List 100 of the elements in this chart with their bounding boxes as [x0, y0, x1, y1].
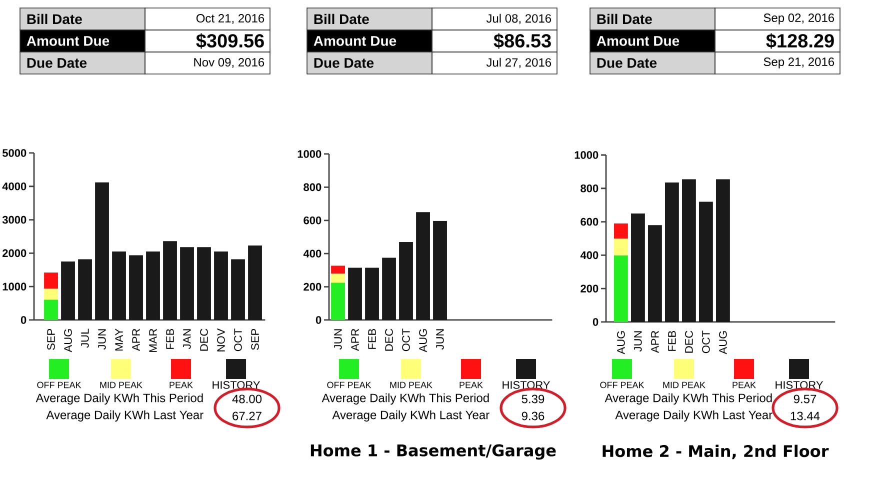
- text: 9.57: [794, 394, 816, 404]
- bar: [630, 213, 645, 322]
- text: Nov 09, 2016: [194, 58, 264, 68]
- legend-label: HISTORY: [502, 381, 550, 389]
- x-tick-label: FEB: [668, 330, 676, 351]
- x-tick-label: OCT: [702, 330, 710, 354]
- y-tick-label: 800: [304, 183, 322, 192]
- bar: [399, 242, 413, 320]
- bar: [231, 259, 245, 320]
- legend-label: OFF PEAK: [600, 382, 644, 388]
- y-tick-label: 2000: [2, 249, 26, 258]
- text: Bill Date: [597, 14, 652, 24]
- bar: [214, 252, 228, 320]
- text: 9.36: [522, 412, 544, 420]
- bar: [331, 282, 345, 320]
- text: Average Daily KWh This Period: [322, 393, 489, 405]
- legend-label: PEAK: [170, 382, 193, 388]
- text: Amount Due: [314, 36, 396, 46]
- x-tick-label: APR: [351, 328, 359, 351]
- bar: [331, 266, 345, 274]
- y-tick-label: 1000: [2, 282, 26, 290]
- legend-label: HISTORY: [212, 381, 260, 389]
- text: Home 2 - Main, 2nd Floor: [602, 444, 829, 460]
- bar: [331, 274, 345, 283]
- text: Amount Due: [596, 36, 680, 46]
- text: $86.53: [494, 33, 551, 49]
- text: Average Daily KWh Last Year: [332, 410, 490, 422]
- bar: [716, 179, 730, 322]
- bar: [433, 220, 447, 320]
- x-tick-label: OCT: [234, 328, 242, 352]
- y-tick-label: 400: [580, 251, 598, 260]
- y-tick-label: 1000: [298, 150, 322, 158]
- text: Sep 21, 2016: [764, 58, 834, 68]
- text: 67.27: [232, 412, 262, 420]
- text: Oct 21, 2016: [196, 14, 264, 24]
- bar: [95, 182, 109, 320]
- x-tick-label: DEC: [385, 328, 393, 351]
- bar: [129, 255, 143, 320]
- x-tick-label: DEC: [685, 330, 693, 353]
- bar: [365, 268, 379, 320]
- text: Sep 02, 2016: [764, 14, 834, 24]
- bar: [61, 262, 75, 320]
- text: Bill Date: [27, 14, 82, 24]
- y-tick-label: 1000: [574, 151, 598, 159]
- text: Average Daily KWh Last Year: [46, 410, 204, 422]
- bar: [699, 202, 713, 322]
- bar: [614, 255, 628, 322]
- legend-label: HISTORY: [776, 381, 824, 389]
- y-tick-label: 5000: [2, 149, 26, 157]
- x-tick-label: SEP: [47, 328, 55, 350]
- x-tick-label: AUG: [419, 329, 427, 352]
- legend-label: OFF PEAK: [37, 382, 82, 388]
- y-tick-label: 0: [592, 318, 598, 326]
- x-tick-label: JUN: [334, 329, 342, 350]
- x-tick-label: JUN: [436, 329, 444, 350]
- x-tick-label: JUN: [634, 331, 642, 352]
- text: Jul 27, 2016: [486, 58, 552, 68]
- bar: [382, 258, 396, 320]
- y-tick-label: 3000: [2, 216, 26, 224]
- y-tick-label: 600: [304, 216, 322, 224]
- bar: [348, 268, 362, 320]
- bar: [665, 182, 679, 322]
- x-tick-label: JUL: [81, 328, 89, 348]
- y-tick-label: 400: [303, 250, 322, 258]
- x-tick-label: AUG: [617, 331, 625, 354]
- y-tick-label: 200: [304, 282, 322, 291]
- text: Due Date: [597, 58, 657, 68]
- text: $128.29: [766, 33, 834, 49]
- y-tick-label: 600: [580, 218, 598, 226]
- legend-label: MID PEAK: [100, 382, 142, 388]
- text: Average Daily KWh This Period: [604, 393, 772, 405]
- x-tick-label: JUN: [98, 329, 106, 350]
- bar: [44, 288, 58, 300]
- text: Jul 08, 2016: [486, 14, 552, 24]
- x-tick-label: APR: [651, 330, 659, 353]
- y-tick-label: 0: [20, 316, 26, 324]
- bar: [416, 212, 430, 320]
- x-tick-label: FEB: [368, 328, 376, 349]
- x-tick-label: APR: [132, 328, 140, 351]
- x-tick-label: AUG: [719, 331, 727, 354]
- text: Amount Due: [26, 36, 110, 46]
- x-tick-label: MAY: [115, 328, 123, 350]
- bar: [180, 247, 194, 320]
- legend-label: PEAK: [460, 382, 483, 388]
- bar: [112, 252, 126, 320]
- legend-label: PEAK: [732, 382, 756, 388]
- bar: [197, 247, 211, 320]
- text: 5.39: [522, 394, 544, 404]
- bar: [614, 223, 628, 238]
- bar: [78, 259, 92, 320]
- text: $309.56: [196, 33, 264, 49]
- x-tick-label: DEC: [200, 328, 208, 351]
- text: Due Date: [314, 58, 374, 68]
- bar: [248, 246, 262, 320]
- bar: [146, 252, 160, 320]
- text: Home 1 - Basement/Garage: [310, 444, 556, 460]
- y-tick-label: 0: [316, 316, 322, 324]
- bar: [648, 225, 662, 322]
- x-tick-label: MAR: [149, 328, 157, 352]
- bar: [163, 241, 177, 320]
